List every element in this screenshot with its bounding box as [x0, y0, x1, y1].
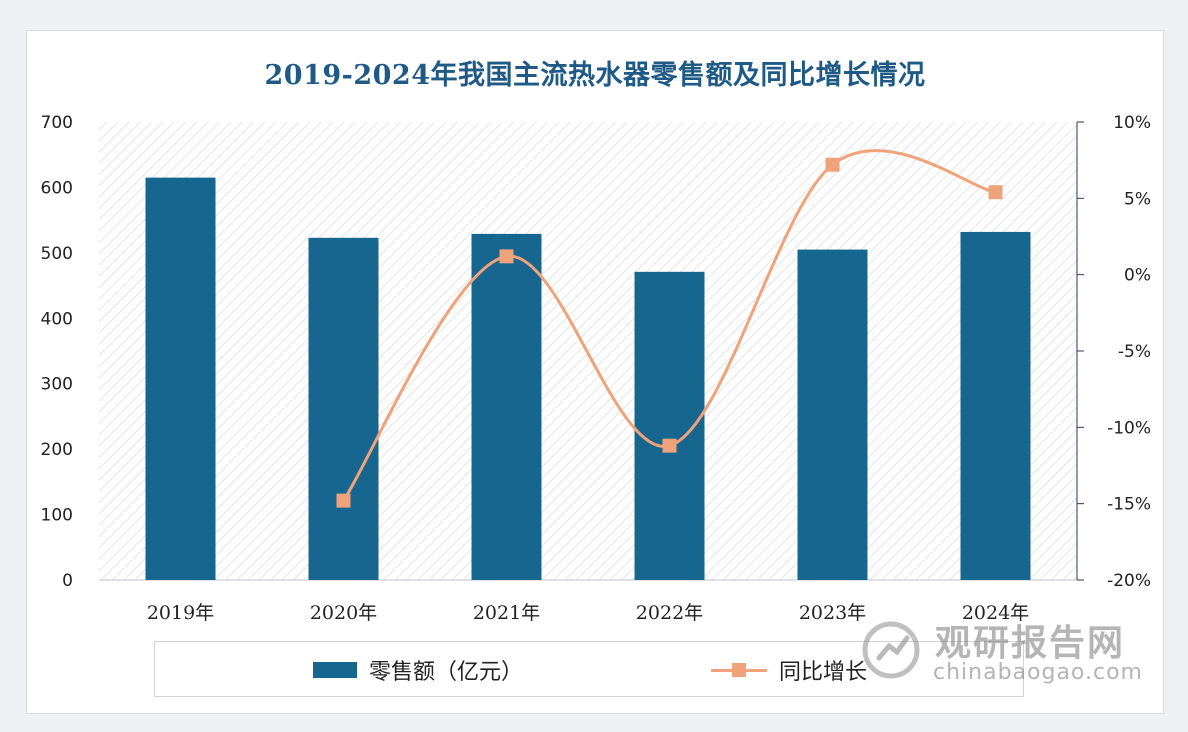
right-tick-label: -20%	[1107, 571, 1151, 591]
x-tick-label: 2019年	[147, 602, 214, 624]
legend-bar-swatch	[313, 662, 357, 678]
growth-point-3	[825, 157, 840, 172]
watermark-logo-icon	[862, 621, 920, 679]
legend: 零售额（亿元） 同比增长	[154, 641, 1024, 697]
growth-point-0	[336, 493, 351, 508]
chart-card: 2019-2024年我国主流热水器零售额及同比增长情况 0 100 200 300 40…	[26, 30, 1164, 714]
legend-line-swatch	[711, 660, 767, 680]
bars-group	[145, 177, 1031, 581]
left-tick-label: 400	[41, 309, 73, 329]
growth-point-1	[499, 249, 514, 264]
line-group	[336, 149, 1003, 508]
right-tick-label: -10%	[1107, 418, 1151, 438]
watermark-cn: 观研报告网	[935, 623, 1126, 664]
legend-item-retail: 零售额（亿元）	[313, 654, 523, 686]
right-axis-ticks: -20% -15% -10% -5% 0% 5% 10%	[1077, 113, 1151, 591]
watermark: 观研报告网 chinabaogao.com	[857, 614, 1177, 694]
left-tick-label: 700	[41, 113, 73, 133]
bar-2	[471, 233, 542, 580]
left-tick-label: 200	[41, 440, 73, 460]
bar-0	[145, 177, 216, 580]
x-tick-label: 2024年	[962, 602, 1029, 624]
bar-1	[308, 237, 379, 580]
chart-title: 2019-2024年我国主流热水器零售额及同比增长情况	[264, 60, 926, 91]
chart-svg: 0 100 200 300 400 500 600 700 -20% -15% -10% -5% 0%…	[41, 113, 1151, 624]
right-tick-label: -5%	[1118, 342, 1151, 362]
bar-5	[960, 231, 1031, 581]
left-tick-label: 0	[62, 571, 73, 591]
left-tick-label: 500	[41, 244, 73, 264]
x-tick-label: 2023年	[799, 602, 866, 624]
bar-4	[797, 249, 868, 581]
right-tick-label: 5%	[1124, 189, 1151, 209]
left-tick-label: 600	[41, 178, 73, 198]
x-tick-label: 2022年	[636, 602, 703, 624]
right-tick-label: 10%	[1113, 113, 1151, 133]
left-tick-label: 100	[41, 506, 73, 526]
right-tick-label: -15%	[1107, 495, 1151, 515]
legend-item-growth: 同比增长	[711, 654, 867, 686]
right-tick-label: 0%	[1124, 266, 1151, 286]
left-tick-label: 300	[41, 375, 73, 395]
x-tick-label: 2020年	[310, 602, 377, 624]
growth-point-2	[662, 438, 677, 453]
x-axis-labels: 2019年 2020年 2021年 2022年 2023年 2024年	[147, 602, 1029, 624]
x-tick-label: 2021年	[473, 602, 540, 624]
left-axis-ticks: 0 100 200 300 400 500 600 700	[41, 113, 73, 591]
legend-label-growth: 同比增长	[779, 660, 868, 685]
growth-point-4	[988, 185, 1003, 200]
watermark-en: chinabaogao.com	[933, 660, 1143, 685]
legend-label-retail: 零售额（亿元）	[369, 660, 524, 685]
